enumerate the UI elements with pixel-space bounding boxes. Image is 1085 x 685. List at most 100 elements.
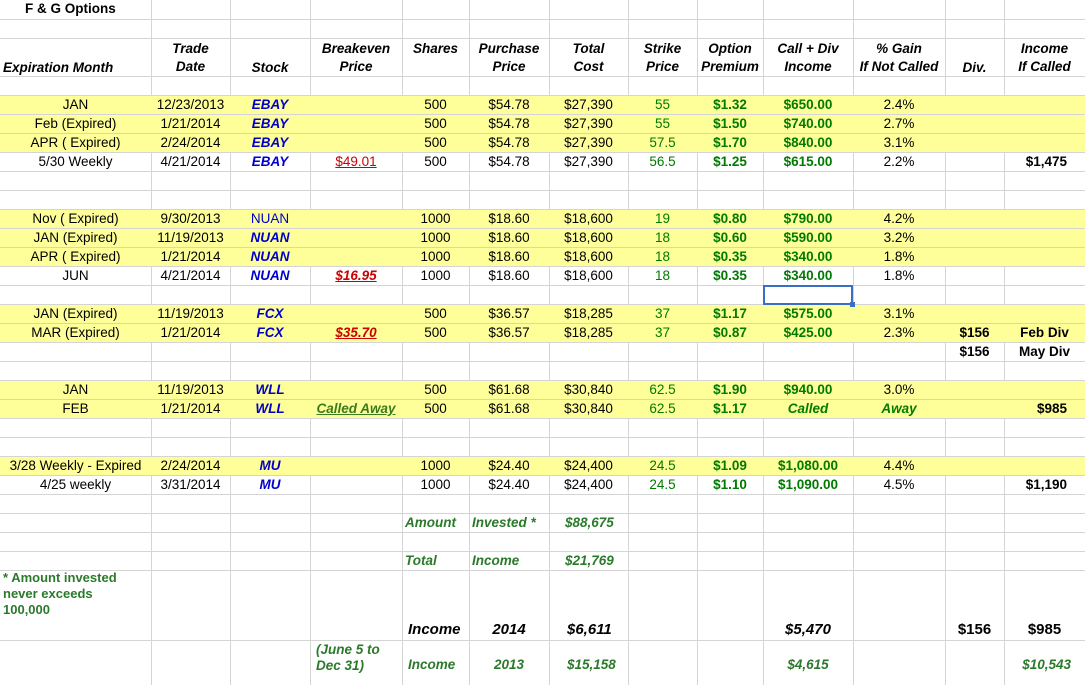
cell-total-cost[interactable]: $18,600	[564, 230, 613, 245]
cell-shares[interactable]: 500	[424, 382, 447, 397]
cell-purchase[interactable]: $18.60	[488, 211, 530, 226]
cell-shares[interactable]	[402, 343, 469, 361]
cell-call-div[interactable]: $1,090.00	[777, 477, 839, 492]
cell-call-div[interactable]: $575.00	[783, 306, 833, 321]
cell-trade-date[interactable]: 11/19/2013	[157, 306, 224, 321]
cell-gain[interactable]: 2.2%	[883, 154, 915, 169]
amount-label[interactable]: Amount	[405, 515, 456, 530]
cell-income-called[interactable]	[1004, 381, 1085, 399]
cell-purchase[interactable]: $18.60	[488, 249, 530, 264]
cell-breakeven[interactable]	[310, 476, 402, 494]
cell-shares[interactable]: 500	[424, 306, 447, 321]
cell-strike[interactable]: 18	[654, 230, 671, 245]
cell-call-div[interactable]: $340.00	[783, 249, 833, 264]
cell-stock[interactable]: MU	[259, 458, 281, 473]
cell-call-div[interactable]: Called	[787, 401, 829, 416]
cell-gain[interactable]: 2.4%	[883, 97, 915, 112]
cell-stock[interactable]: NUAN	[250, 268, 290, 283]
cell-shares[interactable]: 1000	[420, 211, 451, 226]
cell-trade-date[interactable]: 2/24/2014	[160, 458, 221, 473]
cell-call-div[interactable]: $840.00	[783, 135, 833, 150]
cell-breakeven[interactable]: $35.70	[335, 325, 377, 340]
cell-stock[interactable]: WLL	[255, 401, 285, 416]
cell-gain[interactable]: 4.4%	[883, 458, 915, 473]
cell-stock[interactable]: WLL	[255, 382, 285, 397]
header-gain[interactable]: % Gain If Not Called	[853, 39, 945, 76]
cell-breakeven[interactable]	[310, 96, 402, 114]
cell-income-called[interactable]: $1,190	[1025, 477, 1067, 492]
range-note[interactable]: (June 5 to Dec 31)	[316, 642, 380, 673]
cell-breakeven[interactable]	[310, 210, 402, 228]
cell-stock[interactable]: EBAY	[251, 135, 289, 150]
cell-trade-date[interactable]: 4/21/2014	[160, 268, 221, 283]
cell-trade-date[interactable]	[151, 343, 230, 361]
footnote-amount-invested[interactable]: * Amount invested never exceeds 100,000	[3, 570, 117, 617]
cell-breakeven[interactable]	[310, 343, 402, 361]
cell-shares[interactable]: 1000	[420, 268, 451, 283]
cell-strike[interactable]: 62.5	[649, 382, 676, 397]
cell-breakeven[interactable]	[310, 229, 402, 247]
cell-trade-date[interactable]: 1/21/2014	[160, 325, 221, 340]
cell-purchase[interactable]: $24.40	[488, 458, 530, 473]
cell-strike[interactable]: 62.5	[649, 401, 676, 416]
cell-stock[interactable]: NUAN	[250, 230, 290, 245]
cell-call-div[interactable]: $615.00	[783, 154, 833, 169]
cell-income-called[interactable]	[1004, 115, 1085, 133]
cell-total-cost[interactable]: $18,285	[564, 325, 613, 340]
cell-stock[interactable]: NUAN	[250, 211, 290, 226]
cell-income-called[interactable]: $985	[1036, 401, 1067, 416]
cell-premium[interactable]: $1.10	[713, 477, 747, 492]
cell-income-called[interactable]: $1,475	[1025, 154, 1067, 169]
cell-stock[interactable]: NUAN	[250, 249, 290, 264]
cell-gain[interactable]: 4.5%	[883, 477, 915, 492]
cell-strike[interactable]: 24.5	[649, 477, 676, 492]
cell-div[interactable]	[945, 381, 1004, 399]
cell-premium[interactable]: $1.50	[713, 116, 747, 131]
cell-purchase[interactable]: $18.60	[488, 230, 530, 245]
cell-div[interactable]	[945, 229, 1004, 247]
header-breakeven[interactable]: Breakeven Price	[310, 39, 402, 76]
income-2014-calldiv[interactable]: $5,470	[785, 621, 831, 638]
cell-gain[interactable]: 2.3%	[883, 325, 915, 340]
cell-shares[interactable]: 500	[424, 401, 447, 416]
cell-div[interactable]	[945, 153, 1004, 171]
cell-purchase[interactable]: $54.78	[488, 97, 530, 112]
income-2013-called[interactable]: $10,543	[1022, 657, 1071, 672]
cell-total-cost[interactable]: $18,600	[564, 211, 613, 226]
cell-breakeven[interactable]	[310, 381, 402, 399]
cell-call-div[interactable]: $425.00	[783, 325, 833, 340]
cell-premium[interactable]	[697, 343, 763, 361]
cell-gain[interactable]: Away	[881, 401, 917, 416]
cell-premium[interactable]: $0.60	[713, 230, 747, 245]
cell-shares[interactable]: 1000	[420, 230, 451, 245]
cell-income-called[interactable]	[1004, 267, 1085, 285]
cell-strike[interactable]: 56.5	[649, 154, 676, 169]
cell-total-cost[interactable]: $30,840	[564, 382, 613, 397]
income-2013-calldiv[interactable]: $4,615	[787, 657, 829, 672]
cell-div[interactable]	[945, 457, 1004, 475]
header-trade-date[interactable]: Trade Date	[151, 39, 230, 76]
total-label-2[interactable]: Income	[472, 553, 520, 568]
cell-gain[interactable]: 3.1%	[883, 306, 915, 321]
cell-stock[interactable]: EBAY	[251, 154, 289, 169]
header-shares[interactable]: Shares	[412, 41, 459, 56]
cell-premium[interactable]: $0.80	[713, 211, 747, 226]
cell-trade-date[interactable]: 9/30/2013	[160, 211, 221, 226]
income-2014-label[interactable]: Income	[408, 621, 461, 638]
cell-total-cost[interactable]: $18,285	[564, 306, 613, 321]
cell-expiration[interactable]: 4/25 weekly	[39, 477, 112, 492]
cell-shares[interactable]: 500	[424, 154, 447, 169]
header-expiration[interactable]: Expiration Month	[3, 60, 114, 75]
cell-income-called[interactable]	[1004, 457, 1085, 475]
header-total-cost[interactable]: Total Cost	[549, 39, 628, 76]
cell-shares[interactable]: 500	[424, 116, 447, 131]
cell-stock[interactable]: FCX	[256, 306, 284, 321]
cell-total-cost[interactable]: $27,390	[564, 116, 613, 131]
header-call-div[interactable]: Call + Div Income	[763, 39, 853, 76]
cell-stock[interactable]	[230, 343, 310, 361]
cell-total-cost[interactable]: $24,400	[564, 458, 613, 473]
total-label[interactable]: Total	[405, 553, 437, 568]
cell-premium[interactable]: $0.35	[713, 268, 747, 283]
cell-strike[interactable]: 57.5	[649, 135, 676, 150]
cell-call-div[interactable]: $1,080.00	[777, 458, 839, 473]
